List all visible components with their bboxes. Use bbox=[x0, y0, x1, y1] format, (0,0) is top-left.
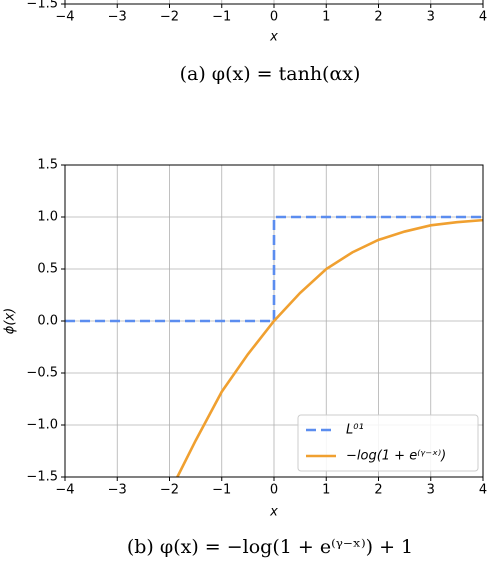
x-tick-label: 1 bbox=[322, 483, 330, 498]
series-line bbox=[65, 215, 483, 323]
y-tick-label: −0.5 bbox=[26, 366, 58, 381]
y-tick-label: 0.0 bbox=[37, 314, 58, 329]
x-tick-label: −1 bbox=[212, 483, 231, 498]
x-tick-label: −4 bbox=[55, 483, 74, 498]
x-tick-label: −3 bbox=[108, 10, 127, 25]
y-tick-label: 1.0 bbox=[37, 210, 58, 225]
legend-box bbox=[297, 414, 479, 472]
x-tick-label: −4 bbox=[55, 10, 74, 25]
x-axis-label: x bbox=[269, 505, 278, 520]
y-tick-label: −1.5 bbox=[26, 0, 58, 12]
series-line bbox=[176, 218, 484, 478]
x-tick-label: 4 bbox=[479, 10, 487, 25]
x-tick-label: 4 bbox=[479, 483, 487, 498]
x-tick-label: −2 bbox=[160, 10, 179, 25]
y-tick-label: 1.5 bbox=[37, 158, 58, 173]
x-tick-label: 0 bbox=[270, 483, 278, 498]
x-axis-label: x bbox=[269, 30, 278, 45]
x-tick-label: 0 bbox=[270, 10, 278, 25]
plot-frame bbox=[64, 164, 484, 478]
x-tick-label: −1 bbox=[212, 10, 231, 25]
x-tick-label: 1 bbox=[322, 10, 330, 25]
x-tick-label: 2 bbox=[374, 10, 382, 25]
legend-label: L⁰¹ bbox=[346, 423, 364, 438]
y-tick-label: 0.5 bbox=[37, 262, 58, 277]
caption: (b) φ(x) = −log(1 + e⁽ᵞ⁻ˣ⁾) + 1 bbox=[127, 536, 413, 558]
plot-frame bbox=[64, 0, 484, 5]
x-tick-label: 3 bbox=[427, 483, 435, 498]
x-tick-label: −2 bbox=[160, 483, 179, 498]
y-tick-label: −1.5 bbox=[26, 470, 58, 485]
x-tick-label: −3 bbox=[108, 483, 127, 498]
legend-label: −log(1 + e⁽ᵞ⁻ˣ⁾) bbox=[346, 449, 446, 464]
x-tick-label: 3 bbox=[427, 10, 435, 25]
x-tick-label: 2 bbox=[374, 483, 382, 498]
caption: (a) φ(x) = tanh(αx) bbox=[180, 63, 361, 85]
y-axis-label: ϕ(x) bbox=[3, 308, 18, 334]
y-tick-label: −1.0 bbox=[26, 418, 58, 433]
